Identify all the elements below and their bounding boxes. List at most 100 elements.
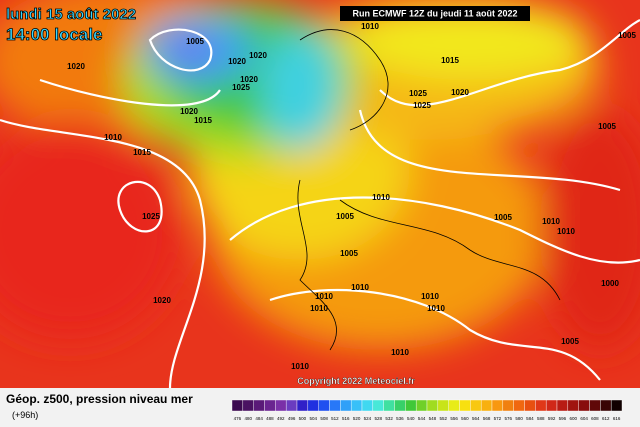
- legend-label: 560: [461, 416, 469, 421]
- legend-swatch: [545, 399, 558, 412]
- legend-swatch: [253, 399, 265, 412]
- isobar-label: 1010: [291, 362, 309, 371]
- isobar-label: 1020: [451, 88, 469, 97]
- legend-swatch: [459, 399, 471, 412]
- isobar-label: 1025: [409, 89, 427, 98]
- legend-swatch: [285, 399, 298, 412]
- legend-swatch: [600, 399, 612, 412]
- isobar-label: 1025: [413, 101, 431, 110]
- legend-swatch: [405, 399, 417, 412]
- legend-label: 572: [494, 416, 502, 421]
- legend-label: 480: [244, 416, 252, 421]
- legend-label: 540: [407, 416, 415, 421]
- isobar-label: 1015: [133, 148, 151, 157]
- isobar-labels: 1005102010201020102510201020101510101015…: [67, 22, 636, 371]
- legend-swatch: [448, 399, 460, 412]
- legend-label: 596: [559, 416, 567, 421]
- date-label: lundi 15 août 2022: [6, 6, 136, 23]
- legend-swatch: [372, 399, 384, 412]
- footer-title: Géop. z500, pression niveau mer: [6, 392, 193, 406]
- legend-label: 600: [569, 416, 577, 421]
- legend-swatch: [340, 399, 352, 412]
- time-label: 14:00 locale: [6, 25, 102, 44]
- color-legend: 476 480 484 488 492 496 500 504 508 512 516 520 524 5…: [231, 399, 623, 421]
- isobar-label: 1020: [67, 62, 85, 71]
- legend-label: 492: [277, 416, 285, 421]
- legend-swatch: [318, 399, 330, 412]
- copyright: Copyright 2022 Meteociel.fr: [297, 376, 415, 386]
- isobar-label: 1005: [561, 337, 579, 346]
- footer-lead: (+96h): [12, 410, 38, 420]
- isobar-label: 1010: [372, 193, 390, 202]
- legend-label: 508: [320, 416, 328, 421]
- legend-swatch: [426, 399, 439, 412]
- legend-label: 604: [580, 416, 588, 421]
- isobar-label: 1010: [315, 292, 333, 301]
- legend-swatch: [383, 399, 395, 412]
- legend-label: 548: [429, 416, 437, 421]
- isobar-label: 1005: [494, 213, 512, 222]
- legend-label: 524: [364, 416, 372, 421]
- legend-label: 568: [483, 416, 491, 421]
- isobar-label: 1010: [391, 348, 409, 357]
- legend-swatch: [415, 399, 428, 412]
- legend-label: 612: [602, 416, 610, 421]
- legend-swatch: [578, 399, 590, 412]
- legend-swatch: [513, 399, 525, 412]
- legend-label: 576: [504, 416, 512, 421]
- isobar-label: 1020: [180, 107, 198, 116]
- isobar-label: 1020: [228, 57, 246, 66]
- legend-swatch: [296, 399, 309, 412]
- legend-label: 528: [374, 416, 382, 421]
- isobar-label: 1005: [340, 249, 358, 258]
- legend-swatch: [470, 399, 482, 412]
- isobar-label: 1025: [232, 83, 250, 92]
- legend-swatch: [242, 399, 254, 412]
- legend-label: 500: [299, 416, 307, 421]
- legend-label: 556: [450, 416, 458, 421]
- isobar-label: 1010: [310, 304, 328, 313]
- isobar-label: 1015: [194, 116, 212, 125]
- map: [0, 0, 640, 388]
- legend-label: 584: [526, 416, 534, 421]
- legend-label: 616: [613, 416, 621, 421]
- legend-swatch: [610, 399, 623, 412]
- legend-label: 520: [353, 416, 361, 421]
- legend-swatch: [502, 399, 514, 412]
- legend-swatch: [524, 399, 536, 412]
- legend-swatch: [329, 399, 341, 412]
- legend-label: 564: [472, 416, 480, 421]
- legend-label: 588: [537, 416, 545, 421]
- isobar-label: 1015: [441, 56, 459, 65]
- isobar-label: 1005: [618, 31, 636, 40]
- legend-label: 476: [234, 416, 242, 421]
- isobar-label: 1010: [104, 133, 122, 142]
- legend-label: 592: [548, 416, 556, 421]
- legend-swatch: [589, 399, 601, 412]
- isobar-label: 1010: [557, 227, 575, 236]
- legend-label: 552: [439, 416, 447, 421]
- legend-swatch: [437, 399, 449, 412]
- legend-label: 516: [342, 416, 350, 421]
- isobar-label: 1010: [427, 304, 445, 313]
- legend-label: 484: [255, 416, 263, 421]
- legend-swatch: [535, 399, 547, 412]
- run-box: [340, 6, 530, 21]
- legend-label: 512: [331, 416, 339, 421]
- legend-label: 496: [288, 416, 296, 421]
- legend-label: 536: [396, 416, 404, 421]
- legend-swatch: [264, 399, 276, 412]
- legend-swatch: [231, 399, 244, 412]
- legend-label: 532: [385, 416, 393, 421]
- legend-swatch: [556, 399, 569, 412]
- legend-swatch: [567, 399, 579, 412]
- legend-swatch: [275, 399, 287, 412]
- legend-swatch: [480, 399, 493, 412]
- isobar-label: 1000: [601, 279, 619, 288]
- isobar-label: 1005: [336, 212, 354, 221]
- isobar-label: 1020: [249, 51, 267, 60]
- legend-label: 544: [418, 416, 426, 421]
- isobar-label: 1025: [142, 212, 160, 221]
- legend-swatch: [307, 399, 319, 412]
